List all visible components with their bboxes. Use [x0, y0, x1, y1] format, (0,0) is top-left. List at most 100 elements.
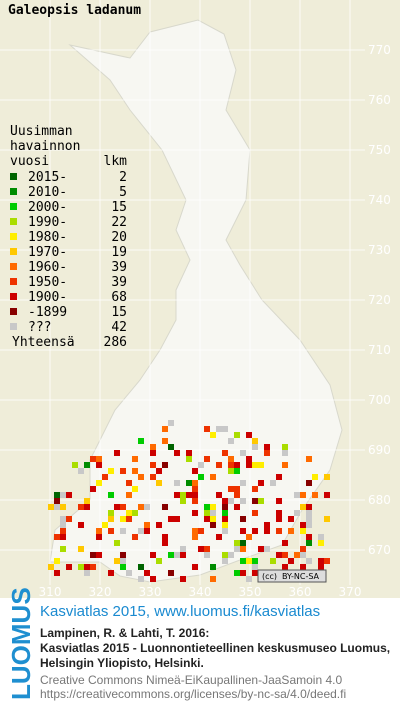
legend-label: ??? — [28, 320, 51, 335]
observation-square — [306, 456, 312, 462]
observation-square — [114, 504, 120, 510]
observation-square — [168, 552, 174, 558]
observation-square — [144, 504, 150, 510]
observation-square — [168, 420, 174, 426]
observation-square — [282, 552, 288, 558]
observation-square — [138, 528, 144, 534]
north-label: 720 — [368, 293, 391, 307]
observation-square — [276, 528, 282, 534]
east-label: 330 — [139, 585, 162, 599]
observation-square — [84, 564, 90, 570]
observation-square — [234, 432, 240, 438]
observation-square — [204, 456, 210, 462]
observation-square — [210, 474, 216, 480]
observation-square — [150, 552, 156, 558]
observation-square — [192, 480, 198, 486]
observation-square — [204, 516, 210, 522]
observation-square — [120, 558, 126, 564]
observation-square — [222, 552, 228, 558]
observation-square — [234, 462, 240, 468]
observation-square — [210, 516, 216, 522]
observation-square — [120, 516, 126, 522]
license: Creative Commons Nimeä-EiKaupallinen-Jaa… — [40, 673, 342, 687]
legend-count-heading: lkm — [104, 154, 128, 169]
observation-square — [318, 558, 324, 564]
east-label: 310 — [39, 585, 62, 599]
observation-square — [96, 456, 102, 462]
north-label: 690 — [368, 443, 391, 457]
observation-square — [306, 534, 312, 540]
observation-square — [126, 510, 132, 516]
observation-square — [270, 558, 276, 564]
observation-square — [168, 444, 174, 450]
observation-square — [276, 552, 282, 558]
observation-square — [324, 474, 330, 480]
observation-square — [312, 474, 318, 480]
observation-square — [96, 462, 102, 468]
legend-label: 1980- — [28, 230, 67, 245]
observation-square — [252, 558, 258, 564]
observation-square — [192, 528, 198, 534]
observation-square — [306, 522, 312, 528]
observation-square — [174, 492, 180, 498]
observation-square — [60, 534, 66, 540]
observation-square — [60, 504, 66, 510]
license: https://creativecommons.org/licenses/by-… — [40, 687, 346, 701]
observation-square — [246, 432, 252, 438]
observation-square — [222, 516, 228, 522]
legend-label: 1990- — [28, 215, 67, 230]
observation-square — [324, 516, 330, 522]
observation-square — [222, 498, 228, 504]
observation-square — [252, 564, 258, 570]
observation-square — [252, 486, 258, 492]
observation-square — [162, 540, 168, 546]
observation-square — [306, 540, 312, 546]
observation-square — [234, 504, 240, 510]
legend-label: 1950- — [28, 275, 67, 290]
observation-square — [306, 504, 312, 510]
observation-square — [78, 468, 84, 474]
observation-square — [228, 438, 234, 444]
observation-square — [300, 546, 306, 552]
observation-square — [198, 528, 204, 534]
observation-square — [108, 516, 114, 522]
observation-square — [276, 510, 282, 516]
observation-square — [120, 564, 126, 570]
observation-square — [204, 552, 210, 558]
observation-square — [246, 456, 252, 462]
legend-label: 2000- — [28, 200, 67, 215]
observation-square — [204, 504, 210, 510]
observation-square — [210, 576, 216, 582]
north-label: 760 — [368, 93, 391, 107]
observation-square — [234, 468, 240, 474]
legend-heading: vuosi — [10, 154, 49, 169]
observation-square — [168, 570, 174, 576]
badge-box — [257, 569, 327, 583]
observation-square — [240, 498, 246, 504]
observation-square — [240, 540, 246, 546]
observation-square — [144, 528, 150, 534]
observation-square — [294, 510, 300, 516]
observation-square — [192, 510, 198, 516]
observation-square — [66, 492, 72, 498]
observation-square — [318, 564, 324, 570]
observation-square — [48, 564, 54, 570]
observation-square — [78, 546, 84, 552]
observation-square — [168, 516, 174, 522]
observation-square — [228, 462, 234, 468]
headline: Kasviatlas 2015, www.luomus.fi/kasviatla… — [40, 603, 320, 620]
observation-square — [162, 438, 168, 444]
legend-label: -1899 — [28, 305, 67, 320]
observation-square — [186, 480, 192, 486]
legend-count: 22 — [111, 215, 127, 230]
observation-square — [264, 444, 270, 450]
observation-square — [264, 528, 270, 534]
observation-square — [252, 462, 258, 468]
observation-square — [150, 474, 156, 480]
east-label: 360 — [289, 585, 312, 599]
observation-square — [132, 534, 138, 540]
observation-square — [192, 468, 198, 474]
observation-square — [300, 528, 306, 534]
observation-square — [276, 498, 282, 504]
legend-swatch — [10, 203, 17, 210]
